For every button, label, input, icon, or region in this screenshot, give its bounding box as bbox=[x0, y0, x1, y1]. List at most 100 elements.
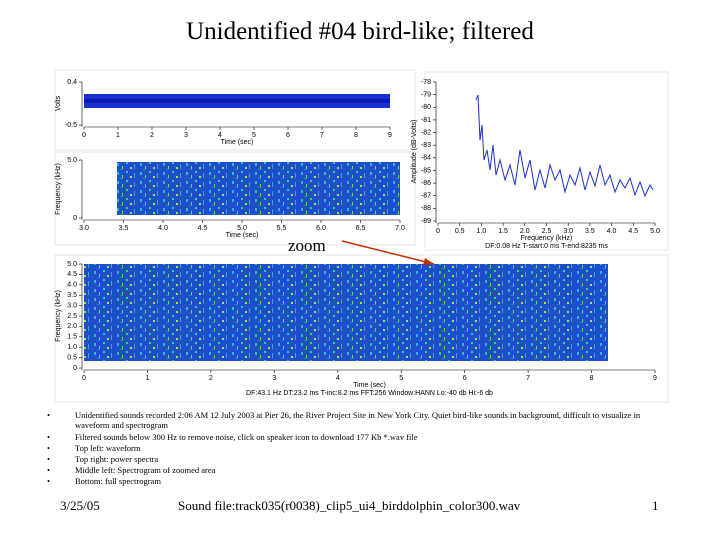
bullet: • Middle left: Spectrogram of zoomed area bbox=[47, 465, 216, 475]
y-axis-label: Frequency (kHz) bbox=[55, 290, 62, 342]
y-tick-label: -82 bbox=[421, 129, 431, 136]
bullet: • Bottom: full spectrogram bbox=[47, 476, 161, 486]
x-axis-label: Frequency (kHz) bbox=[521, 235, 573, 242]
spectrum-frame bbox=[424, 71, 669, 251]
x-tick-label: 6 bbox=[286, 132, 290, 139]
bullet: • Filtered sounds below 300 Hz to remove … bbox=[47, 432, 418, 442]
x-tick-label: 4.0 bbox=[607, 228, 617, 235]
y-tick-label: 0 bbox=[73, 215, 77, 222]
footer-date: 3/25/05 bbox=[60, 498, 100, 513]
x-tick-label: 3.5 bbox=[585, 228, 595, 235]
x-axis-label: Time (sec) bbox=[353, 382, 386, 389]
x-tick-label: 5 bbox=[252, 132, 256, 139]
y-axis-label: Amplitude (dB-Volts) bbox=[411, 120, 418, 184]
x-tick-label: 9 bbox=[388, 132, 392, 139]
y-tick-label: 3.5 bbox=[67, 292, 77, 299]
y-tick-label: -87 bbox=[421, 193, 431, 200]
x-tick-label: 2 bbox=[209, 375, 213, 382]
y-tick-label: 2.0 bbox=[67, 323, 77, 330]
x-tick-label: 3.0 bbox=[563, 228, 573, 235]
bullet-text: Top left: waveform bbox=[75, 443, 141, 453]
x-tick-label: 1.0 bbox=[477, 228, 487, 235]
waveform-frame bbox=[54, 69, 416, 151]
x-tick-label: 1.5 bbox=[498, 228, 508, 235]
x-tick-label: 5.5 bbox=[277, 225, 287, 232]
x-tick-label: 3 bbox=[272, 375, 276, 382]
x-tick-label: 1 bbox=[145, 375, 149, 382]
x-tick-label: 9 bbox=[653, 375, 657, 382]
waveform-core bbox=[84, 99, 390, 103]
arrow-head bbox=[423, 258, 434, 265]
y-tick-label: 5.0 bbox=[67, 157, 77, 164]
x-tick-label: 0 bbox=[436, 228, 440, 235]
footer-file: Sound file:track035(r0038)_clip5_ui4_bir… bbox=[178, 498, 521, 513]
x-tick-label: 5.0 bbox=[237, 225, 247, 232]
x-tick-label: 0 bbox=[82, 132, 86, 139]
y-tick-label: 0 bbox=[73, 365, 77, 372]
zoom-spectrogram bbox=[117, 162, 400, 215]
x-tick-label: 4 bbox=[218, 132, 222, 139]
y-tick-label: 4.5 bbox=[67, 271, 77, 278]
y-tick-label: -81 bbox=[421, 117, 431, 124]
x-tick-label: 2.0 bbox=[520, 228, 530, 235]
x-tick-label: 4 bbox=[336, 375, 340, 382]
x-tick-label: 5.0 bbox=[650, 228, 660, 235]
y-tick-label: -80 bbox=[421, 104, 431, 111]
power-spectrum-trace bbox=[475, 94, 654, 198]
x-tick-label: 7 bbox=[320, 132, 324, 139]
panel-footer: DF:43.1 Hz DT:23.2 ms T-inc:8.2 ms FFT:2… bbox=[246, 390, 493, 397]
x-tick-label: 0.5 bbox=[455, 228, 465, 235]
y-tick-label: -89 bbox=[421, 218, 431, 225]
y-tick-label: -85 bbox=[421, 167, 431, 174]
y-tick-label: -0.5 bbox=[65, 122, 77, 129]
y-tick-label: 0.5 bbox=[67, 354, 77, 361]
y-tick-label: -78 bbox=[421, 79, 431, 86]
y-tick-label: 5.0 bbox=[67, 261, 77, 268]
y-tick-label: 0.4 bbox=[67, 79, 77, 86]
x-tick-label: 4.5 bbox=[628, 228, 638, 235]
x-axis-label: Time (sec) bbox=[226, 232, 259, 239]
zoom-arrow bbox=[341, 240, 435, 265]
y-axis-label: Volts bbox=[55, 95, 62, 111]
y-tick-label: 1.0 bbox=[67, 344, 77, 351]
y-tick-label: 4.0 bbox=[67, 282, 77, 289]
bullet: • Top left: waveform bbox=[47, 443, 141, 453]
bullet-text: Top right: power spectra bbox=[75, 454, 159, 464]
x-tick-label: 6 bbox=[463, 375, 467, 382]
x-tick-label: 2.5 bbox=[542, 228, 552, 235]
slide-title: Unidentified #04 bird-like; filtered bbox=[186, 18, 534, 45]
y-tick-label: -86 bbox=[421, 180, 431, 187]
x-tick-label: 3.0 bbox=[79, 225, 89, 232]
x-tick-label: 4.5 bbox=[198, 225, 208, 232]
full-spectrogram bbox=[84, 264, 608, 361]
bullet-text: Unidentified sounds recorded 2:06 AM 12 … bbox=[75, 410, 641, 430]
y-tick-label: 2.5 bbox=[67, 313, 77, 320]
x-tick-label: 8 bbox=[590, 375, 594, 382]
bullet-text: Middle left: Spectrogram of zoomed area bbox=[75, 465, 216, 475]
x-axis-label: Time (sec) bbox=[221, 139, 254, 146]
x-tick-label: 7 bbox=[526, 375, 530, 382]
bullet-text: Filtered sounds below 300 Hz to remove n… bbox=[75, 432, 418, 442]
panel-footer: DF:0.08 Hz T-start:0 ms T-end:8235 ms bbox=[485, 243, 608, 250]
y-tick-label: 1.5 bbox=[67, 334, 77, 341]
zoom-label: zoom bbox=[288, 236, 326, 255]
x-tick-label: 6.5 bbox=[356, 225, 366, 232]
y-axis-label: Frequency (kHz) bbox=[55, 163, 62, 215]
x-tick-label: 4.0 bbox=[158, 225, 168, 232]
bullet: • Unidentified sounds recorded 2:06 AM 12… bbox=[47, 410, 641, 430]
bullet-text: Bottom: full spectrogram bbox=[75, 476, 161, 486]
x-tick-label: 3.5 bbox=[119, 225, 129, 232]
y-tick-label: -88 bbox=[421, 205, 431, 212]
x-tick-label: 6.0 bbox=[316, 225, 326, 232]
x-tick-label: 2 bbox=[150, 132, 154, 139]
footer-page: 1 bbox=[652, 498, 659, 513]
y-tick-label: -83 bbox=[421, 142, 431, 149]
x-tick-label: 7.0 bbox=[395, 225, 405, 232]
x-tick-label: 5 bbox=[399, 375, 403, 382]
y-tick-label: -79 bbox=[421, 91, 431, 98]
x-tick-label: 8 bbox=[354, 132, 358, 139]
y-tick-label: -84 bbox=[421, 155, 431, 162]
y-tick-label: 3.0 bbox=[67, 302, 77, 309]
